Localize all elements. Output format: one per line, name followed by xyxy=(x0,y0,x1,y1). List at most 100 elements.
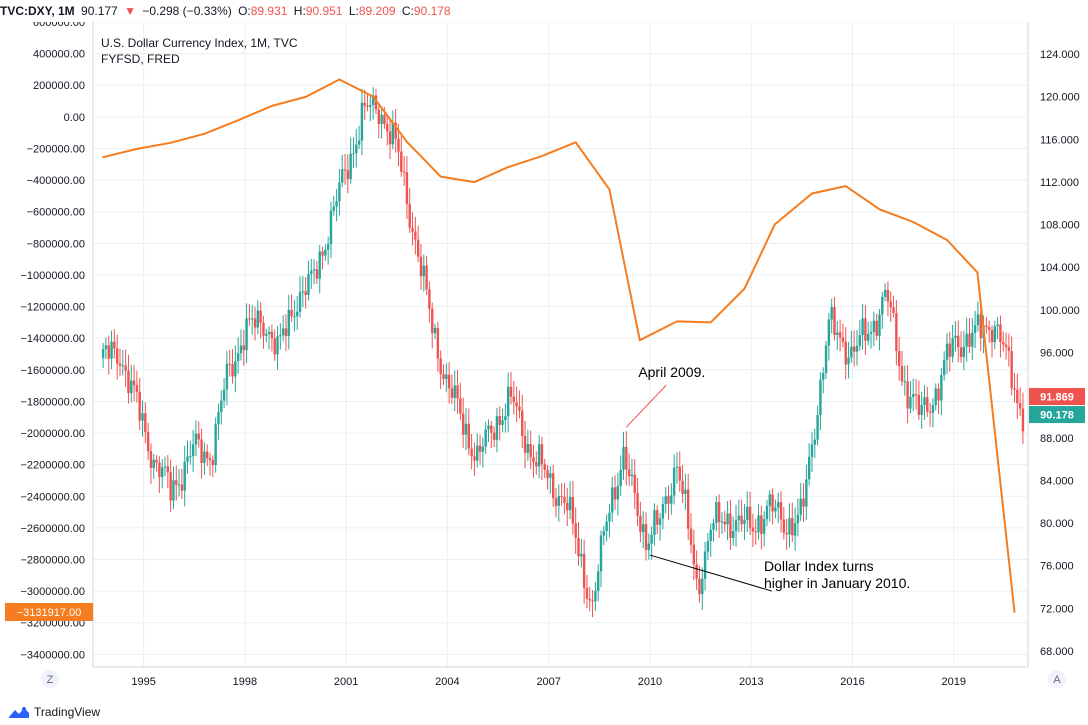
candle-up xyxy=(765,506,769,520)
candle-down xyxy=(906,381,909,409)
candle-down xyxy=(937,388,940,401)
candle-down xyxy=(551,473,555,499)
auto-scale-left-button[interactable]: Z xyxy=(41,670,59,688)
candle-down xyxy=(748,506,752,528)
left-price-scale[interactable]: 600000.00 400000.00 200000.00 0.00 −200000.0… xyxy=(20,22,85,661)
candle-up xyxy=(954,335,957,339)
left-tick-label: −2000000.00 xyxy=(20,428,85,440)
candle-down xyxy=(838,332,842,338)
left-tick-label: −2800000.00 xyxy=(20,555,85,567)
candle-up xyxy=(616,485,620,500)
candle-down xyxy=(402,171,406,173)
candle-up xyxy=(796,514,800,524)
right-tick-label: 108.000 xyxy=(1040,220,1080,232)
price-labels: −3131917.00 91.869 90.178 xyxy=(5,388,1085,621)
candle-up xyxy=(942,359,946,376)
candle-down xyxy=(577,537,580,557)
candle-up xyxy=(580,553,583,557)
candle-down xyxy=(554,498,558,506)
candle-down xyxy=(366,105,369,107)
candle-up xyxy=(506,386,510,417)
candle-up xyxy=(391,122,395,145)
left-tick-label: −3400000.00 xyxy=(20,649,85,661)
fyfsd-series[interactable] xyxy=(102,78,1016,613)
candle-down xyxy=(158,462,161,478)
price-chart[interactable]: 600000.00 400000.00 200000.00 0.00 −200000.0… xyxy=(0,22,1088,700)
candle-down xyxy=(563,497,566,503)
candle-down xyxy=(431,308,434,334)
candle-down xyxy=(560,496,563,498)
candle-down xyxy=(841,337,845,342)
candle-down xyxy=(968,333,971,347)
candle-down xyxy=(886,289,890,302)
candle-up xyxy=(777,502,780,508)
candle-down xyxy=(273,338,276,355)
candle-up xyxy=(301,291,305,293)
candle-up xyxy=(976,314,980,326)
candle-up xyxy=(130,380,133,394)
candle-up xyxy=(312,269,316,271)
candle-down xyxy=(459,398,462,414)
candle-down xyxy=(436,327,440,359)
candle-up xyxy=(101,349,105,358)
candle-up xyxy=(371,95,375,105)
candle-up xyxy=(341,169,344,183)
candle-up xyxy=(225,363,229,390)
candle-down xyxy=(107,345,110,359)
symbol-header: TVC:DXY, 1M 90.177 ▼ −0.298 (−0.33%) O:8… xyxy=(0,0,1088,22)
candle-down xyxy=(127,370,130,394)
candle-up xyxy=(239,345,243,354)
candle-down xyxy=(169,472,172,501)
fyfsd-point xyxy=(338,78,341,81)
candle-down xyxy=(875,320,878,336)
candle-up xyxy=(596,571,600,591)
candle-down xyxy=(461,413,465,435)
candle-up xyxy=(664,496,667,505)
auto-scale-right-button[interactable]: A xyxy=(1048,670,1066,688)
candle-down xyxy=(588,598,591,601)
right-tick-label: 116.000 xyxy=(1040,134,1079,146)
candle-down xyxy=(633,474,636,494)
candle-up xyxy=(909,396,912,409)
candle-down xyxy=(979,314,982,338)
annotation-pointer-line xyxy=(649,554,773,592)
fyfsd-point xyxy=(439,175,442,178)
candle-down xyxy=(914,394,918,396)
candle-up xyxy=(706,541,710,552)
annotation-dollar-index: Dollar Index turns xyxy=(764,558,874,574)
right-price-scale[interactable]: 124.000 120.000 116.000 112.000 108.000 104.0… xyxy=(1040,49,1080,658)
candle-down xyxy=(627,469,631,477)
candle-down xyxy=(613,487,617,500)
candle-down xyxy=(591,600,594,602)
candle-down xyxy=(138,391,141,421)
fyfsd-point xyxy=(507,166,510,169)
tradingview-brand[interactable]: TradingView xyxy=(34,705,101,719)
legend-secondary[interactable]: FYFSD, FRED xyxy=(101,52,180,66)
candle-up xyxy=(445,374,448,379)
candle-down xyxy=(374,95,378,110)
candle-up xyxy=(867,333,870,341)
candle-down xyxy=(639,515,642,533)
fyfsd-point xyxy=(946,239,948,241)
candle-up xyxy=(701,578,704,595)
candle-down xyxy=(900,365,904,382)
candle-down xyxy=(425,265,428,290)
legend-title[interactable]: U.S. Dollar Currency Index, 1M, TVC xyxy=(101,36,298,50)
time-scale[interactable]: 1995 1998 2001 2004 2007 2010 2013 2016 2019 xyxy=(131,676,966,688)
candle-up xyxy=(684,489,687,494)
candle-down xyxy=(566,502,569,511)
candle-down xyxy=(802,498,805,507)
candle-down xyxy=(889,301,892,308)
candle-down xyxy=(113,341,116,349)
symbol-label[interactable]: TVC:DXY, 1M xyxy=(0,4,75,18)
candle-up xyxy=(433,327,437,334)
candlestick-series[interactable] xyxy=(101,87,1025,618)
right-tick-label: 80.000 xyxy=(1040,518,1074,530)
candle-down xyxy=(1016,389,1019,404)
candle-up xyxy=(357,140,361,145)
candle-down xyxy=(636,493,639,516)
candle-down xyxy=(383,114,386,125)
candle-down xyxy=(523,436,527,453)
candle-up xyxy=(481,446,485,452)
auto-scale-left-label: Z xyxy=(47,674,54,686)
